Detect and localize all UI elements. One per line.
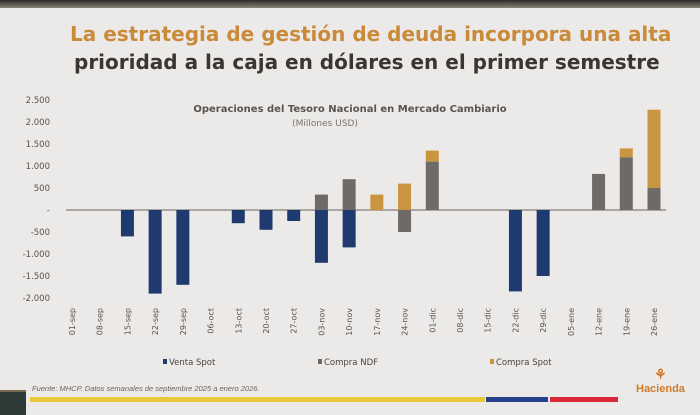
bar-compra-ndf [342, 179, 356, 210]
bar-venta-spot [314, 210, 328, 263]
y-tick-label: 2.500 [26, 96, 50, 106]
bar-compra-spot [619, 148, 633, 158]
bar-compra-spot [425, 150, 439, 162]
legend-label: Venta Spot [169, 358, 216, 368]
x-tick-label: 17-nov [373, 308, 382, 336]
legend-label: Compra Spot [496, 358, 552, 368]
bar-compra-ndf [647, 188, 661, 210]
legend-swatch [163, 359, 167, 364]
legend-swatch [318, 359, 322, 364]
bar-compra-ndf [398, 210, 412, 232]
bar-compra-ndf [619, 157, 633, 210]
y-tick-label: -1.500 [23, 272, 50, 282]
x-tick-label: 15-sep [123, 308, 132, 335]
coat-of-arms-icon: ⚘ [654, 366, 667, 382]
x-tick-label: 13-oct [234, 308, 243, 334]
x-tick-label: 12-ene [595, 308, 604, 336]
logo-text: Hacienda [636, 383, 685, 395]
bar-venta-spot [342, 210, 356, 248]
bar-compra-ndf [314, 194, 328, 210]
y-tick-label: 500 [34, 184, 50, 194]
x-tick-label: 03-nov [317, 308, 326, 336]
bar-venta-spot [148, 210, 162, 294]
x-tick-label: 26-ene [650, 308, 659, 336]
x-tick-label: 19-ene [622, 308, 631, 336]
bar-venta-spot [287, 210, 301, 221]
hacienda-logo: ⚘ Hacienda [636, 366, 685, 395]
bar-venta-spot [231, 210, 245, 224]
bar-compra-ndf [592, 173, 606, 210]
x-tick-label: 06-oct [207, 308, 216, 334]
x-tick-label: 29-sep [179, 308, 188, 335]
bar-compra-spot [647, 109, 661, 188]
slide-title-line1: La estrategia de gestión de deuda incorp… [70, 22, 672, 46]
y-tick-label: - [47, 206, 50, 216]
x-tick-label: 22-sep [151, 308, 160, 335]
legend-label: Compra NDF [324, 358, 378, 368]
bar-venta-spot [508, 210, 522, 292]
bar-venta-spot [120, 210, 134, 237]
x-tick-label: 05-ene [567, 308, 576, 336]
x-tick-label: 20-oct [262, 308, 271, 334]
y-tick-label: 1.500 [26, 140, 50, 150]
chart-title: Operaciones del Tesoro Nacional en Merca… [193, 104, 506, 115]
bar-venta-spot [259, 210, 273, 230]
y-tick-label: -2.000 [23, 294, 50, 304]
x-tick-label: 01-dic [428, 308, 437, 333]
flag-stripe-blue [486, 397, 548, 402]
slide-title-line2: prioridad a la caja en dólares en el pri… [74, 50, 660, 74]
top-bar [0, 0, 700, 8]
bar-venta-spot [536, 210, 550, 276]
legend-swatch [490, 359, 494, 364]
y-tick-label: -500 [31, 228, 50, 238]
x-tick-label: 15-dic [484, 308, 493, 333]
flag-stripe-yellow [30, 397, 485, 402]
x-tick-label: 22-dic [511, 308, 520, 333]
x-tick-label: 08-sep [96, 308, 105, 335]
x-tick-label: 10-nov [345, 308, 354, 336]
monitor-edge [0, 390, 26, 415]
bar-compra-spot [370, 194, 384, 210]
x-tick-label: 27-oct [290, 308, 299, 334]
bar-venta-spot [176, 210, 190, 285]
x-tick-label: 01-sep [68, 308, 77, 335]
y-tick-label: -1.000 [23, 250, 50, 260]
flag-stripe-red [550, 397, 618, 402]
y-tick-label: 1.000 [26, 162, 50, 172]
source-note: Fuente: MHCP. Datos semanales de septiem… [32, 384, 260, 393]
x-tick-label: 29-dic [539, 308, 548, 333]
chart-subtitle: (Millones USD) [292, 119, 358, 129]
bar-compra-spot [398, 183, 412, 210]
x-tick-label: 08-dic [456, 308, 465, 333]
bar-compra-ndf [425, 161, 439, 210]
x-tick-label: 24-nov [401, 308, 410, 336]
y-tick-label: 2.000 [26, 118, 50, 128]
